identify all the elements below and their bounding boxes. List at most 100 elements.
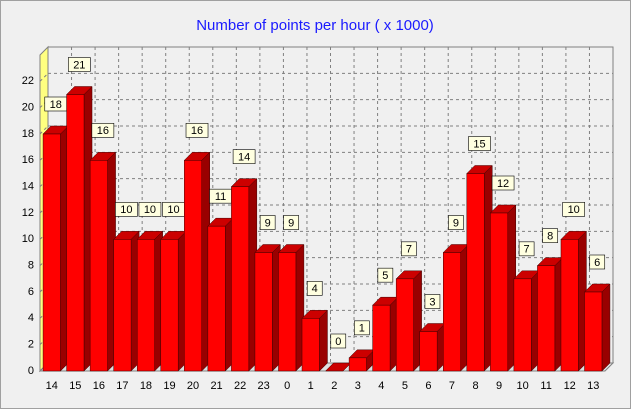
x-tick-label: 18 (140, 380, 152, 392)
x-tick-label: 5 (402, 380, 408, 392)
bar-group (254, 243, 281, 372)
grid-line (39, 72, 49, 82)
x-tick-label: 4 (378, 380, 384, 392)
chart-title: Number of points per hour ( x 1000) (196, 17, 434, 34)
bar-group (536, 257, 564, 372)
x-tick-label: 20 (187, 380, 199, 392)
bar-group (583, 283, 611, 372)
x-tick-label: 17 (116, 380, 128, 392)
x-tick-label: 12 (564, 380, 576, 392)
bar-side (601, 283, 611, 372)
value-label: 18 (50, 99, 62, 111)
y-tick-label: 22 (22, 75, 34, 87)
value-label-box (491, 175, 515, 191)
x-tick-label: 11 (540, 380, 551, 392)
bar-group (113, 230, 140, 372)
value-label: 10 (167, 204, 179, 216)
x-tick-label: 13 (587, 380, 599, 392)
value-label-box (68, 57, 91, 72)
value-label-box (401, 241, 417, 257)
value-label: 9 (453, 217, 459, 229)
bar-group (277, 243, 305, 372)
bar-group (489, 204, 517, 372)
value-label: 9 (265, 217, 271, 229)
value-label-box (424, 294, 441, 309)
bar (160, 239, 179, 372)
x-tick-label: 6 (425, 380, 431, 392)
bar (42, 133, 61, 372)
value-label: 10 (144, 204, 156, 216)
value-label-box (306, 281, 323, 296)
value-label: 7 (406, 244, 412, 256)
bar (466, 173, 485, 372)
grid-line (39, 151, 49, 161)
x-tick-label: 7 (449, 380, 455, 392)
value-label: 1 (359, 323, 365, 335)
y-tick-label: 8 (28, 260, 34, 272)
value-label: 10 (568, 204, 580, 216)
bar-group (42, 125, 70, 372)
value-label-box (330, 333, 347, 349)
value-label-box (232, 149, 256, 164)
y-tick-label: 14 (22, 181, 34, 193)
value-label-box (283, 215, 299, 230)
bar (89, 160, 108, 372)
x-tick-label: 3 (355, 380, 361, 392)
grid-line (39, 99, 49, 109)
y-tick-label: 10 (22, 233, 34, 245)
x-tick-label: 21 (210, 380, 222, 392)
bar-group (136, 230, 164, 372)
bar (66, 94, 85, 372)
value-label-box (354, 320, 370, 336)
bar-group (183, 151, 211, 372)
value-label: 10 (120, 204, 132, 216)
value-label-box (448, 215, 464, 230)
value-label: 14 (238, 152, 250, 164)
value-label-box (259, 215, 276, 230)
value-label: 4 (312, 283, 318, 295)
value-label: 15 (473, 138, 485, 150)
grid-line (39, 230, 49, 240)
grid-line (39, 257, 49, 267)
bar-group (160, 230, 187, 372)
bar (372, 304, 391, 372)
y-tick-label: 0 (28, 365, 34, 377)
x-tick-label: 1 (308, 380, 314, 392)
x-tick-label: 23 (258, 380, 270, 392)
bar-group (65, 85, 93, 372)
grid-line (39, 336, 49, 346)
bar-group (442, 243, 470, 372)
grid-line (39, 178, 49, 188)
value-label-box (91, 123, 115, 138)
bar (395, 278, 414, 372)
bar-group (89, 151, 117, 372)
value-label: 12 (497, 178, 509, 190)
x-tick-label: 19 (163, 380, 175, 392)
bar-group (372, 296, 399, 372)
x-tick-label: 2 (331, 380, 337, 392)
value-label: 21 (73, 59, 85, 71)
y-tick-label: 6 (28, 286, 34, 298)
bar (254, 252, 273, 372)
bar-group (395, 270, 423, 372)
value-label-box (115, 202, 138, 217)
x-tick-label: 22 (234, 380, 246, 392)
value-label-box (589, 254, 606, 270)
bar (184, 160, 202, 372)
bar-group (466, 164, 493, 372)
bar (584, 291, 603, 372)
bar-group (419, 322, 446, 372)
grid-line (39, 309, 49, 319)
x-tick-label: 15 (69, 380, 81, 392)
value-label: 5 (382, 270, 388, 282)
bar (231, 186, 250, 372)
bar (560, 239, 579, 372)
y-tick-label: 18 (22, 128, 34, 140)
x-tick-label: 9 (496, 380, 502, 392)
value-label-box (138, 202, 162, 217)
y-tick-label: 12 (22, 207, 34, 219)
grid-line (39, 125, 49, 135)
bar (490, 212, 509, 372)
bar-group (560, 230, 588, 372)
